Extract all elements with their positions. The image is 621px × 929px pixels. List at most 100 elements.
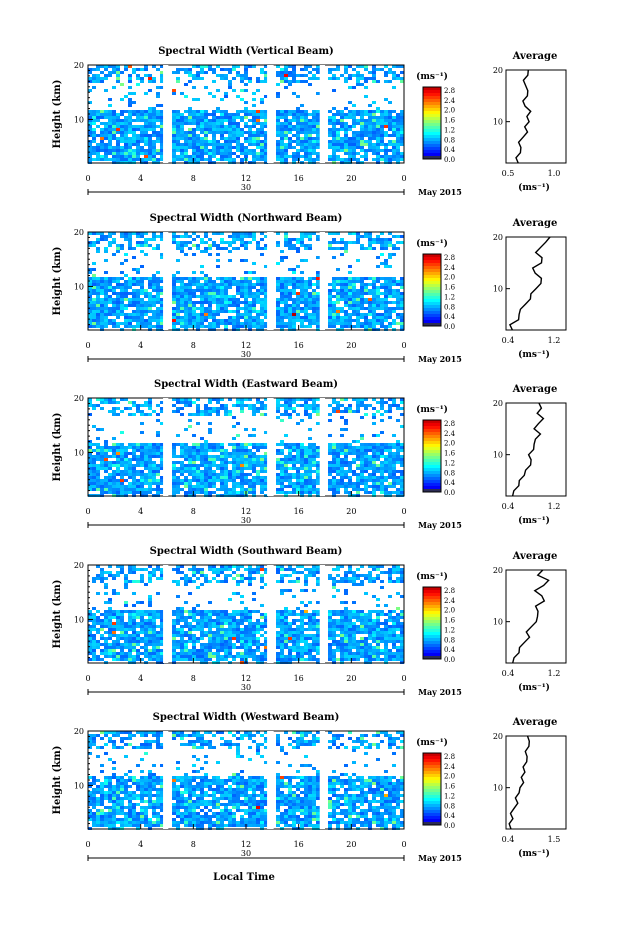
- average-profile: Average 20 10 0.4 1.2 (ms⁻¹): [493, 384, 567, 526]
- y-tick-label: 10: [74, 115, 84, 124]
- y-tick-label: 20: [74, 561, 84, 570]
- data-gap: [319, 398, 325, 496]
- colorbar-step: [423, 795, 441, 799]
- y-tick-label: 10: [74, 282, 84, 291]
- avg-y-tick-label: 10: [493, 285, 503, 294]
- average-profile: Average 20 10 0.4 1.2 (ms⁻¹): [493, 551, 567, 693]
- colorbar-step: [423, 281, 441, 285]
- colorbar-step: [423, 123, 441, 127]
- colorbar-step: [423, 444, 441, 448]
- average-line: [508, 735, 531, 830]
- x-tick-label: 0: [85, 174, 90, 183]
- heatmap-cells: [88, 65, 404, 164]
- heatmap-cells: [88, 731, 404, 830]
- colorbar-tick-label: 2.0: [444, 607, 455, 615]
- avg-x-tick-label: 0.4: [502, 835, 515, 844]
- colorbar-unit: (ms⁻¹): [416, 737, 448, 748]
- colorbar-step: [423, 632, 441, 636]
- y-axis-label: Height (km): [52, 247, 63, 316]
- colorbar-step: [423, 138, 441, 142]
- colorbar-tick-label: 0.0: [444, 489, 455, 497]
- date-label: May 2015: [418, 187, 462, 197]
- colorbar-frame: [422, 752, 442, 826]
- average-frame: [505, 735, 567, 830]
- average-line: [511, 402, 545, 497]
- avg-x-tick-label: 0.4: [502, 669, 515, 678]
- avg-y-tick-label: 20: [493, 66, 503, 75]
- colorbar-step: [423, 483, 441, 487]
- x-tick-label: 12: [241, 174, 251, 183]
- colorbar-step: [423, 771, 441, 775]
- colorbar-step: [423, 626, 441, 630]
- x-tick-label: 20: [346, 341, 356, 350]
- colorbar-step: [423, 620, 441, 624]
- colorbar-step: [423, 465, 441, 469]
- colorbar-step: [423, 117, 441, 121]
- date-label: May 2015: [418, 520, 462, 530]
- average-frame: [505, 236, 567, 331]
- colorbar-step: [423, 423, 441, 427]
- day-label: 30: [241, 849, 251, 858]
- y-tick-label: 20: [74, 228, 84, 237]
- colorbar-step: [423, 792, 441, 796]
- avg-x-tick-label: 1.0: [548, 169, 561, 178]
- colorbar-step: [423, 156, 441, 160]
- colorbar-step: [423, 462, 441, 466]
- colorbar: 2.8 2.4 2.0 1.61.2 0.8 0.4 0.0: [422, 752, 456, 830]
- colorbar-frame: [422, 86, 442, 160]
- colorbar-tick-label: 0.8: [444, 136, 455, 144]
- avg-y-tick-label: 10: [493, 618, 503, 627]
- colorbar-step: [423, 753, 441, 757]
- colorbar-step: [423, 141, 441, 145]
- colorbar-step: [423, 474, 441, 478]
- avg-y-tick-label: 10: [493, 784, 503, 793]
- colorbar-step: [423, 287, 441, 291]
- x-tick-label: 16: [294, 840, 304, 849]
- colorbar-step: [423, 759, 441, 763]
- colorbar-step: [423, 599, 441, 603]
- x-tick-label: 0: [85, 507, 90, 516]
- colorbar-step: [423, 468, 441, 472]
- colorbar: 2.8 2.4 2.0 1.61.2 0.8 0.4 0.0: [422, 586, 456, 664]
- average-profile: Average 20 10 0.5 1.0 (ms⁻¹): [493, 51, 567, 193]
- panel-title: Spectral Width (Vertical Beam): [158, 46, 334, 57]
- colorbar-tick-label: 0.0: [444, 323, 455, 331]
- beam-panel-1: Spectral Width (Northward Beam) 20 10 Heigh…: [52, 213, 567, 364]
- colorbar-tick-label: 0.8: [444, 303, 455, 311]
- average-line: [515, 69, 532, 164]
- colorbar-tick-label: 1.6: [444, 783, 456, 791]
- colorbar-step: [423, 786, 441, 790]
- colorbar-step: [423, 774, 441, 778]
- colorbar-step: [423, 590, 441, 594]
- colorbar-step: [423, 114, 441, 118]
- y-axis-label: Height (km): [52, 580, 63, 649]
- colorbar-step: [423, 762, 441, 766]
- colorbar-tick-label: 2.8: [444, 87, 455, 95]
- colorbar-step: [423, 653, 441, 657]
- x-tick-label: 12: [241, 507, 251, 516]
- x-tick-label: 4: [138, 674, 143, 683]
- colorbar-tick-label: 2.8: [444, 420, 455, 428]
- colorbar-step: [423, 293, 441, 297]
- colorbar-tick-label: 2.4: [444, 597, 456, 605]
- x-tick-label: 0: [401, 174, 406, 183]
- colorbar-step: [423, 129, 441, 133]
- x-tick-label: 16: [294, 507, 304, 516]
- x-axis-title: Local Time: [213, 872, 275, 883]
- colorbar-step: [423, 132, 441, 136]
- y-axis-label: Height (km): [52, 746, 63, 815]
- average-title: Average: [512, 218, 558, 229]
- colorbar-step: [423, 756, 441, 760]
- avg-unit: (ms⁻¹): [518, 182, 550, 193]
- colorbar-step: [423, 308, 441, 312]
- colorbar-step: [423, 302, 441, 306]
- x-tick-label: 4: [138, 341, 143, 350]
- colorbar-tick-label: 0.8: [444, 802, 455, 810]
- x-tick-label: 0: [401, 341, 406, 350]
- y-axis-label: Height (km): [52, 413, 63, 482]
- colorbar-tick-label: 0.4: [444, 313, 456, 321]
- data-gap: [267, 232, 274, 330]
- x-tick-label: 4: [138, 174, 143, 183]
- colorbar-step: [423, 87, 441, 91]
- colorbar-step: [423, 311, 441, 315]
